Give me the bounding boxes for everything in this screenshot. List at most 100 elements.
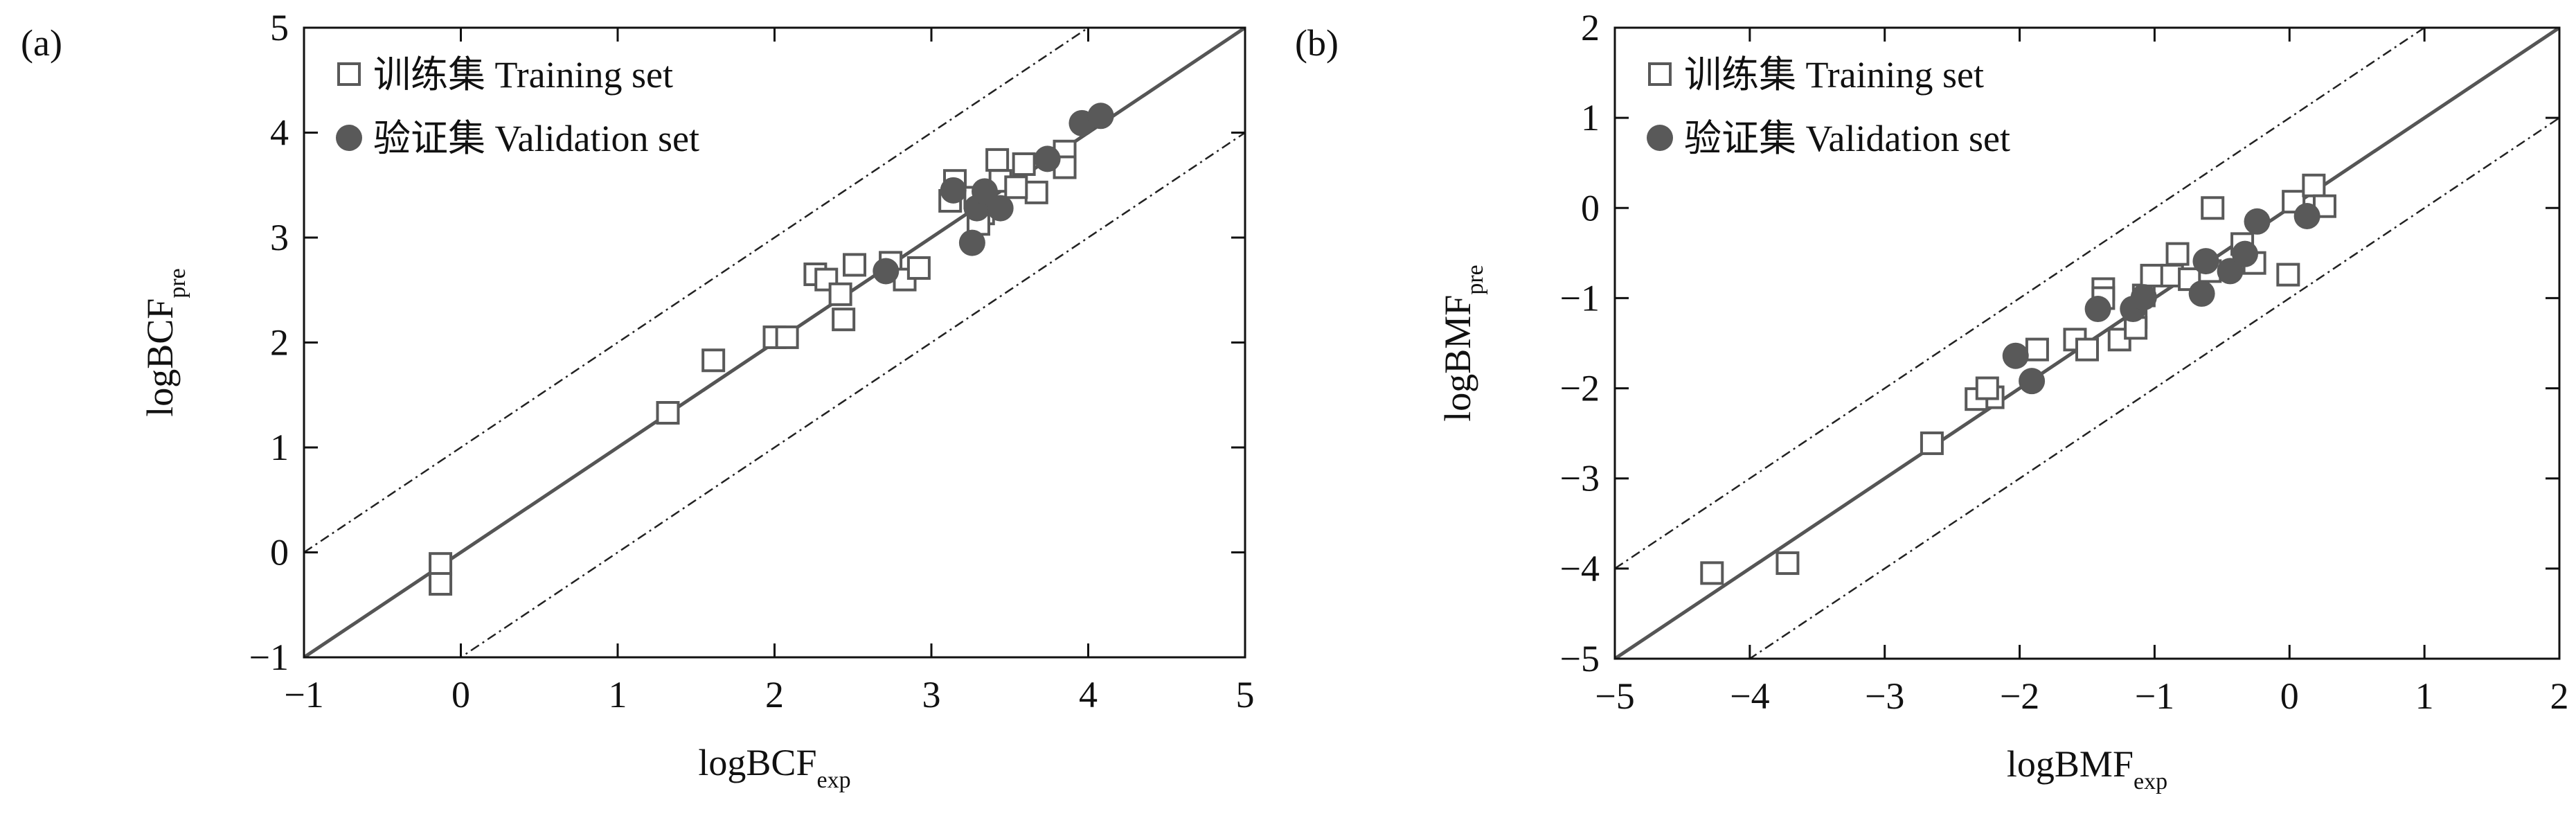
y-tick-label: 2 — [270, 322, 289, 364]
y-tick-label: 5 — [270, 7, 289, 48]
training-point — [2276, 263, 2300, 287]
training-point — [906, 256, 931, 280]
training-point — [429, 571, 453, 596]
training-point — [2302, 173, 2326, 197]
y-tick-label: 4 — [270, 112, 289, 154]
validation-point — [972, 178, 999, 205]
training-point — [2165, 242, 2190, 266]
legend-label: 验证集 Validation set — [1684, 118, 2010, 159]
y-tick-label: 0 — [1581, 187, 1600, 229]
validation-point — [2192, 248, 2219, 275]
chart-panel: (b)−5 −4 −3 −2 −1 0 1 2−5−4−3−2−1012logBMFexplo… — [1295, 7, 2569, 794]
training-point — [1975, 376, 1999, 400]
training-point — [775, 325, 799, 349]
validation-point — [1087, 103, 1114, 130]
training-point — [701, 348, 726, 373]
validation-point — [2217, 258, 2244, 285]
x-tick-label: 1 — [609, 674, 627, 715]
y-tick-label: −4 — [1560, 548, 1600, 589]
y-tick-label: 3 — [270, 217, 289, 258]
x-axis-label-main: logBMF — [2007, 743, 2134, 785]
x-tick-label: 5 — [1236, 674, 1255, 715]
x-tick-label: −1 — [2135, 675, 2174, 717]
x-tick-label: −5 — [1595, 675, 1634, 717]
x-axis-label: logBCFexp — [698, 742, 850, 793]
y-axis-label-sub: pre — [1463, 265, 1488, 294]
y-tick-label: −1 — [1560, 277, 1600, 319]
y-tick-label: −1 — [249, 637, 289, 678]
x-tick-label: 2 — [2550, 675, 2569, 717]
training-point — [656, 401, 680, 425]
x-tick-label: −1 — [284, 674, 323, 715]
x-tick-label: −2 — [2000, 675, 2039, 717]
x-tick-label: 1 — [2415, 675, 2434, 717]
training-point — [1776, 551, 1800, 576]
training-point — [985, 148, 1010, 172]
x-tick-label: −4 — [1730, 675, 1769, 717]
training-point — [832, 308, 856, 332]
validation-point — [2293, 202, 2320, 229]
series — [1700, 173, 2336, 585]
y-tick-label: −5 — [1560, 638, 1600, 679]
y-axis-label: logBMFpre — [1437, 265, 1488, 422]
x-tick-label: 2 — [765, 674, 784, 715]
x-tick-label: −3 — [1865, 675, 1904, 717]
training-point — [429, 552, 453, 576]
chart-panel: (a)−1 0 1 2 3 4 5−1012345logBCFexplogBCFpre训练集… — [21, 7, 1255, 793]
validation-point — [2019, 368, 2046, 395]
x-tick-label: 3 — [922, 674, 941, 715]
legend-marker — [1647, 125, 1673, 151]
x-tick-label: 4 — [1079, 674, 1098, 715]
y-tick-label: 0 — [270, 532, 289, 574]
series — [2002, 202, 2320, 395]
y-tick-label: −2 — [1560, 368, 1600, 409]
legend-marker — [336, 125, 362, 151]
y-axis-label-main: logBCF — [139, 299, 181, 417]
series — [873, 103, 1114, 285]
x-axis-label-main: logBCF — [698, 742, 816, 783]
validation-point — [2244, 208, 2271, 235]
panel-label: (b) — [1295, 22, 1339, 64]
validation-point — [2084, 296, 2111, 323]
reference-line — [304, 28, 1090, 553]
x-tick-label: 0 — [2280, 675, 2299, 717]
reference-lines — [1615, 28, 2559, 659]
training-point — [1700, 561, 1724, 585]
validation-point — [2130, 284, 2157, 311]
y-tick-label: 1 — [1581, 97, 1600, 139]
training-point — [1920, 431, 1944, 455]
legend-label: 验证集 Validation set — [373, 118, 699, 159]
training-point — [843, 253, 867, 277]
training-point — [2140, 263, 2164, 287]
validation-point — [940, 177, 967, 204]
y-axis-label-main: logBMF — [1437, 295, 1478, 422]
training-point — [1012, 152, 1036, 176]
y-tick-label: 1 — [270, 427, 289, 468]
validation-point — [2231, 240, 2258, 267]
validation-point — [2002, 342, 2029, 369]
y-tick-label: −3 — [1560, 458, 1600, 499]
training-point — [2201, 196, 2225, 220]
reference-line — [459, 132, 1245, 657]
training-point — [2075, 337, 2099, 362]
reference-line — [1748, 117, 2559, 659]
validation-point — [958, 229, 985, 256]
validation-point — [2188, 280, 2215, 307]
y-axis-label-sub: pre — [165, 268, 190, 298]
x-axis-label: logBMFexp — [2007, 743, 2167, 794]
training-point — [2025, 337, 2049, 362]
validation-point — [987, 195, 1014, 222]
y-tick-label: 2 — [1581, 7, 1600, 48]
legend-label: 训练集 Training set — [373, 54, 673, 96]
legend-marker — [1648, 62, 1672, 86]
legend-label: 训练集 Training set — [1684, 54, 1984, 96]
training-point — [828, 282, 852, 306]
validation-point — [1034, 145, 1061, 172]
x-axis-label-sub: exp — [816, 767, 850, 793]
x-axis-label-sub: exp — [2134, 769, 2167, 794]
training-point — [1024, 180, 1048, 204]
training-point — [1004, 175, 1028, 199]
panel-label: (a) — [21, 22, 62, 64]
